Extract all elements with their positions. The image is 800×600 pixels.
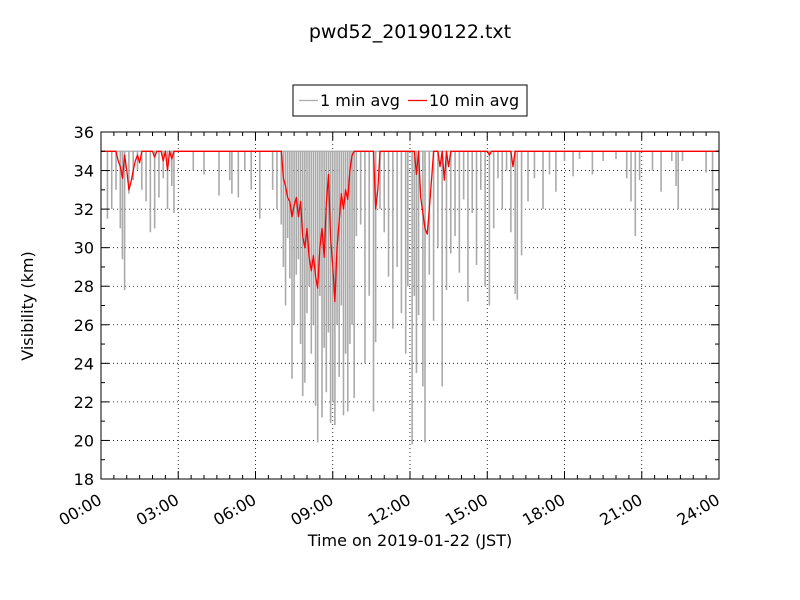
- y-tick-label: 18: [74, 470, 94, 489]
- y-tick-label: 34: [74, 162, 94, 181]
- y-tick-label: 30: [74, 239, 94, 258]
- grid: [101, 132, 719, 479]
- legend-label-10min: 10 min avg: [429, 91, 519, 110]
- y-axis-label: Visibility (km): [18, 251, 37, 360]
- x-axis-label: Time on 2019-01-22 (JST): [307, 531, 512, 550]
- legend: 1 min avg 10 min avg: [292, 84, 528, 117]
- legend-label-1min: 1 min avg: [320, 91, 400, 110]
- y-tick-label: 26: [74, 316, 94, 335]
- chart-title: pwd52_20190122.txt: [309, 21, 511, 43]
- y-tick-label: 36: [74, 123, 94, 142]
- y-axis-tick-labels: 18 20 22 24 26 28 30 32 34 36: [74, 123, 94, 489]
- axis-ticks: [100, 131, 720, 480]
- y-tick-label: 32: [74, 200, 94, 219]
- series-10min-line: [101, 150, 719, 303]
- y-tick-label: 24: [74, 354, 94, 373]
- series-10min-avg: [101, 150, 719, 303]
- y-tick-label: 28: [74, 277, 94, 296]
- y-tick-label: 20: [74, 431, 94, 450]
- y-tick-label: 22: [74, 393, 94, 412]
